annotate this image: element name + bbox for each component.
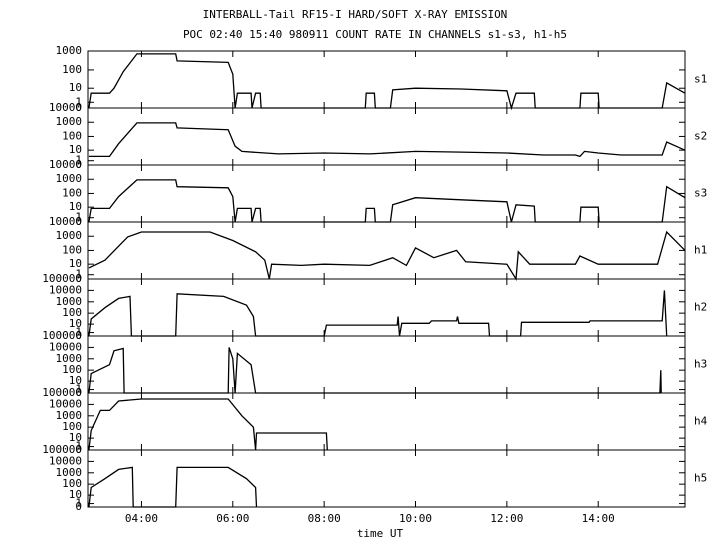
y-tick-label: 1000 <box>56 229 83 242</box>
panel-label: h3 <box>694 358 707 371</box>
panel-frame <box>87 50 686 109</box>
y-tick-label: 1000 <box>56 295 83 308</box>
y-tick-label: 10 <box>69 431 82 444</box>
y-tick-label: 100 <box>62 129 82 142</box>
chart-subtitle: POC 02:40 15:40 980911 COUNT RATE IN CHA… <box>183 28 567 41</box>
panel-label: h2 <box>694 301 707 314</box>
y-tick-label: 1 <box>75 497 82 510</box>
x-tick-label: 08:00 <box>308 512 341 525</box>
panel-label: s1 <box>694 73 707 86</box>
y-tick-label: 0 <box>75 158 82 171</box>
data-line <box>88 290 668 337</box>
y-tick-label: 0 <box>75 386 82 399</box>
x-tick-label: 12:00 <box>490 512 523 525</box>
x-tick-label: 06:00 <box>216 512 249 525</box>
panel-label: h5 <box>694 472 707 485</box>
y-tick-label: 100000 <box>42 272 82 285</box>
y-tick-label: 100 <box>62 63 82 76</box>
panel-frame <box>87 449 686 508</box>
panel-frame <box>87 107 686 166</box>
data-line <box>88 122 686 158</box>
panel-label: s2 <box>694 130 707 143</box>
panel-frame <box>87 335 686 394</box>
y-tick-label: 1000 <box>56 44 83 57</box>
y-tick-label: 10000 <box>49 340 82 353</box>
data-line <box>88 466 258 508</box>
y-tick-label: 100000 <box>42 386 82 399</box>
y-tick-label: 10000 <box>49 283 82 296</box>
y-tick-label: 10 <box>69 257 82 270</box>
y-tick-label: 10000 <box>49 158 82 171</box>
y-tick-label: 1 <box>75 95 82 108</box>
y-tick-label: 10 <box>69 81 82 94</box>
y-tick-label: 1000 <box>56 466 83 479</box>
y-tick-label: 0 <box>75 101 82 114</box>
data-line <box>88 347 662 394</box>
y-tick-label: 100 <box>62 420 82 433</box>
y-tick-label: 1 <box>75 211 82 224</box>
y-tick-label: 10000 <box>49 215 82 228</box>
y-tick-label: 1000 <box>56 115 83 128</box>
y-tick-label: 10000 <box>49 454 82 467</box>
y-tick-label: 100000 <box>42 443 82 456</box>
y-tick-label: 10 <box>69 488 82 501</box>
y-tick-label: 0 <box>75 272 82 285</box>
y-tick-label: 1 <box>75 268 82 281</box>
panel-frame <box>87 278 686 337</box>
panel-frame <box>87 221 686 280</box>
x-tick-label: 04:00 <box>125 512 158 525</box>
chart-title: INTERBALL-Tail RF15-I HARD/SOFT X-RAY EM… <box>203 8 508 21</box>
y-tick-label: 0 <box>75 443 82 456</box>
y-tick-label: 1000 <box>56 352 83 365</box>
y-tick-label: 10000 <box>49 397 82 410</box>
y-tick-label: 100 <box>62 477 82 490</box>
y-tick-label: 1000 <box>56 172 83 185</box>
panel-frame <box>87 392 686 451</box>
x-axis-label: time UT <box>357 527 404 540</box>
y-tick-label: 0 <box>75 500 82 513</box>
y-tick-label: 0 <box>75 329 82 342</box>
x-tick-label: 10:00 <box>399 512 432 525</box>
panel-label: h4 <box>694 415 708 428</box>
panel-label: s3 <box>694 187 707 200</box>
y-tick-label: 1000 <box>56 409 83 422</box>
y-tick-label: 1 <box>75 440 82 453</box>
y-tick-label: 10 <box>69 317 82 330</box>
y-tick-label: 100 <box>62 186 82 199</box>
y-tick-label: 100 <box>62 363 82 376</box>
y-tick-label: 1 <box>75 383 82 396</box>
y-tick-label: 10000 <box>49 101 82 114</box>
y-tick-label: 1 <box>75 326 82 339</box>
y-tick-label: 100 <box>62 306 82 319</box>
y-tick-label: 1 <box>75 154 82 167</box>
y-tick-label: 10 <box>69 143 82 156</box>
x-tick-label: 14:00 <box>582 512 615 525</box>
y-tick-label: 0 <box>75 215 82 228</box>
data-line <box>88 179 686 223</box>
y-tick-label: 100 <box>62 243 82 256</box>
data-line <box>88 230 686 282</box>
data-line <box>88 398 328 451</box>
panel-frame <box>87 164 686 223</box>
y-tick-label: 10 <box>69 200 82 213</box>
y-tick-label: 10 <box>69 374 82 387</box>
panel-label: h1 <box>694 244 707 257</box>
y-tick-label: 100000 <box>42 329 82 342</box>
data-line <box>88 53 686 111</box>
